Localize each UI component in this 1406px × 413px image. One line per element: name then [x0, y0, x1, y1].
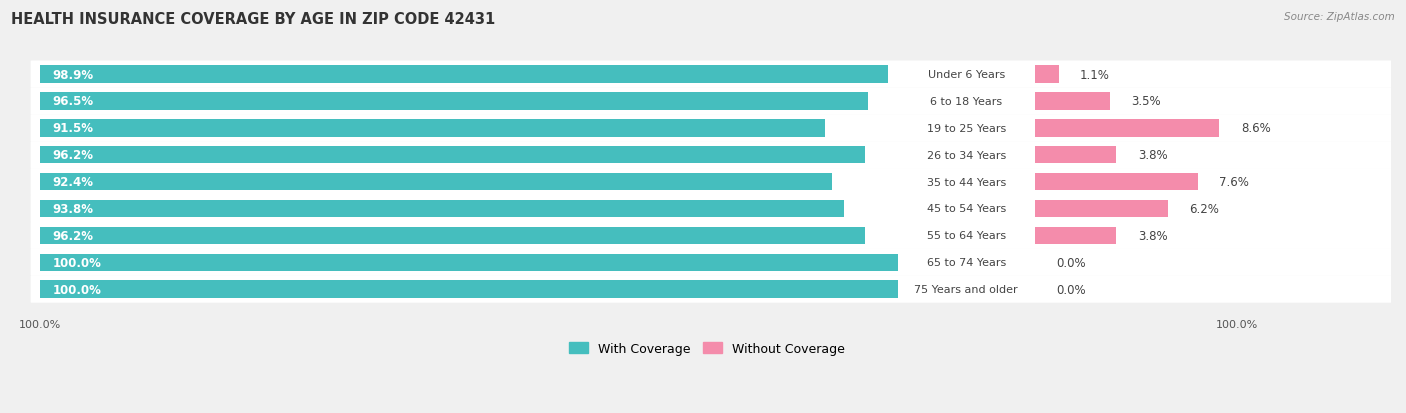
FancyBboxPatch shape [31, 88, 1392, 115]
Text: 55 to 64 Years: 55 to 64 Years [927, 231, 1005, 241]
Bar [39, 120, 825, 137]
FancyBboxPatch shape [31, 142, 1392, 169]
FancyBboxPatch shape [31, 222, 1392, 249]
Text: 93.8%: 93.8% [52, 202, 93, 216]
FancyBboxPatch shape [31, 249, 1392, 276]
Bar [1035, 227, 1116, 244]
Bar [39, 227, 865, 244]
Bar [1035, 66, 1059, 84]
Text: Source: ZipAtlas.com: Source: ZipAtlas.com [1284, 12, 1395, 22]
FancyBboxPatch shape [31, 276, 1392, 303]
Text: Under 6 Years: Under 6 Years [928, 70, 1005, 80]
Text: 96.5%: 96.5% [52, 95, 94, 108]
Text: 100.0%: 100.0% [52, 283, 101, 296]
Text: 7.6%: 7.6% [1219, 176, 1250, 189]
Legend: With Coverage, Without Coverage: With Coverage, Without Coverage [564, 337, 849, 360]
Text: 0.0%: 0.0% [1056, 283, 1085, 296]
Text: 6 to 18 Years: 6 to 18 Years [931, 97, 1002, 107]
Text: 8.6%: 8.6% [1241, 122, 1271, 135]
Text: 98.9%: 98.9% [52, 69, 94, 81]
Text: 3.8%: 3.8% [1137, 149, 1167, 162]
Text: 19 to 25 Years: 19 to 25 Years [927, 123, 1005, 133]
Text: 75 Years and older: 75 Years and older [914, 285, 1018, 294]
Text: 1.1%: 1.1% [1080, 69, 1109, 81]
FancyBboxPatch shape [31, 62, 1392, 88]
Text: 91.5%: 91.5% [52, 122, 93, 135]
Text: 26 to 34 Years: 26 to 34 Years [927, 150, 1005, 160]
FancyBboxPatch shape [31, 115, 1392, 142]
Bar [39, 147, 865, 164]
Text: 96.2%: 96.2% [52, 149, 93, 162]
Text: HEALTH INSURANCE COVERAGE BY AGE IN ZIP CODE 42431: HEALTH INSURANCE COVERAGE BY AGE IN ZIP … [11, 12, 495, 27]
Bar [39, 254, 897, 271]
Bar [39, 66, 889, 84]
Bar [1035, 200, 1168, 218]
Bar [39, 93, 868, 110]
Text: 35 to 44 Years: 35 to 44 Years [927, 177, 1005, 187]
Text: 3.8%: 3.8% [1137, 229, 1167, 242]
Bar [1035, 120, 1219, 137]
Bar [1035, 93, 1109, 110]
Bar [1035, 173, 1198, 191]
Text: 0.0%: 0.0% [1056, 256, 1085, 269]
Text: 92.4%: 92.4% [52, 176, 93, 189]
Bar [39, 200, 845, 218]
Text: 65 to 74 Years: 65 to 74 Years [927, 258, 1005, 268]
FancyBboxPatch shape [31, 195, 1392, 223]
Text: 100.0%: 100.0% [52, 256, 101, 269]
Bar [1035, 147, 1116, 164]
Text: 3.5%: 3.5% [1132, 95, 1161, 108]
Bar [39, 281, 897, 298]
Text: 96.2%: 96.2% [52, 229, 93, 242]
Bar [39, 173, 832, 191]
FancyBboxPatch shape [31, 169, 1392, 196]
Text: 45 to 54 Years: 45 to 54 Years [927, 204, 1005, 214]
Text: 6.2%: 6.2% [1189, 202, 1219, 216]
